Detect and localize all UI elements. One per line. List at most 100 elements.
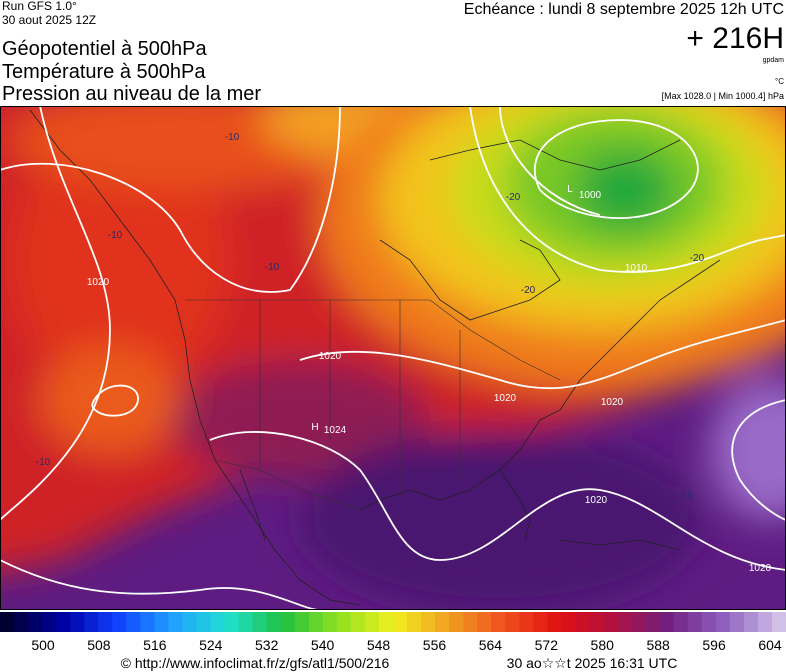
colorbar-swatch <box>477 612 492 632</box>
colorbar-swatch <box>112 612 127 632</box>
map: -10 -10 1020 -10 1020 H 1024 1020 1020 1020 -10 102… <box>0 106 786 610</box>
colorbar-swatch <box>547 612 562 632</box>
colorbar-swatch <box>743 612 759 632</box>
colorbar-swatch <box>645 612 661 632</box>
colorbar: 500 508 516 524 532 540 548 556 564 572 580 588 596 6… <box>0 612 786 653</box>
colorbar-swatch <box>322 612 338 632</box>
footer-stamp: 30 ao☆☆t 2025 16:31 UTC <box>507 655 678 671</box>
colorbar-swatch <box>407 612 422 632</box>
colorbar-tick-label: 564 <box>479 637 503 653</box>
colorbar-swatch <box>154 612 169 632</box>
contour-label: 1024 <box>324 425 347 436</box>
coastlines <box>29 109 721 606</box>
colorbar-swatch <box>56 612 71 632</box>
colorbar-swatch <box>168 612 183 632</box>
contour-label: -10 <box>679 490 694 501</box>
contour-label: 1020 <box>319 351 342 362</box>
footer-url: © http://www.infoclimat.fr/z/gfs/atl1/50… <box>121 655 390 671</box>
colorbar-swatch <box>533 612 548 632</box>
colorbar-tick-label: 572 <box>535 637 559 653</box>
pressure-range: [Max 1028.0 | Min 1000.4] hPa <box>662 91 784 101</box>
contour-label: 1020 <box>601 397 624 408</box>
contour-label: 1010 <box>625 263 648 274</box>
colorbar-swatch <box>98 612 113 632</box>
colorbar-tick-label: 556 <box>423 637 447 653</box>
colorbar-swatch <box>421 612 436 632</box>
colorbar-swatch <box>266 612 282 632</box>
colorbar-swatch <box>196 612 212 632</box>
unit-gpdam: gpdam <box>763 57 785 64</box>
colorbar-tick-label: 548 <box>367 637 391 653</box>
colorbar-tick-label: 500 <box>31 637 55 653</box>
run-label: Run GFS 1.0° <box>2 0 77 13</box>
colorbar-tick-label: 532 <box>255 637 279 653</box>
field-shading <box>0 106 786 610</box>
contour-label: -10 <box>225 132 240 143</box>
colorbar-swatch <box>659 612 675 632</box>
colorbar-swatch <box>449 612 464 632</box>
contour-label: H <box>311 422 318 433</box>
contour-label: -10 <box>108 230 123 241</box>
colorbar-swatch <box>308 612 324 632</box>
colorbar-swatch <box>280 612 296 632</box>
colorbar-swatch <box>561 612 576 632</box>
colorbar-swatch <box>589 612 605 632</box>
colorbar-swatch <box>350 612 366 632</box>
contour-label: 1020 <box>87 277 110 288</box>
lead-time: + 216H <box>686 22 784 55</box>
colorbar-swatch <box>505 612 520 632</box>
colorbar-swatch <box>435 612 450 632</box>
contour-label: 1000 <box>579 190 602 201</box>
colorbar-swatch <box>252 612 268 632</box>
contour-label: 1020 <box>494 393 517 404</box>
contours <box>0 106 786 610</box>
colorbar-tick-label: 596 <box>702 637 726 653</box>
contour-label: 1020 <box>585 495 608 506</box>
borders <box>185 299 561 511</box>
colorbar-swatch <box>210 612 226 632</box>
colorbar-tick-label: 588 <box>646 637 670 653</box>
colorbar-swatch <box>757 612 773 632</box>
colorbar-swatch <box>687 612 703 632</box>
colorbar-swatch <box>715 612 731 632</box>
colorbar-swatch <box>140 612 155 632</box>
contour-label: -10 <box>265 262 280 273</box>
colorbar-swatch <box>14 612 29 632</box>
colorbar-swatch <box>603 612 619 632</box>
colorbar-swatch <box>463 612 478 632</box>
colorbar-swatch <box>42 612 57 632</box>
colorbar-swatch <box>729 612 745 632</box>
colorbar-tick-label: 516 <box>143 637 167 653</box>
field-title: Température à 500hPa <box>2 61 206 83</box>
contour-label: -20 <box>521 285 536 296</box>
colorbar-swatch <box>336 612 352 632</box>
colorbar-tick-label: 540 <box>311 637 335 653</box>
echeance: Echéance : lundi 8 septembre 2025 12h UT… <box>464 1 784 18</box>
colorbar-tick-label: 580 <box>591 637 615 653</box>
field-title: Pression au niveau de la mer <box>2 83 261 105</box>
colorbar-swatch <box>491 612 506 632</box>
colorbar-swatch <box>182 612 197 632</box>
colorbar-tick-label: 508 <box>87 637 111 653</box>
contour-label: -20 <box>506 192 521 203</box>
colorbar-swatch <box>631 612 647 632</box>
colorbar-tick-label: 524 <box>199 637 223 653</box>
colorbar-swatch <box>238 612 254 632</box>
field-title: Géopotentiel à 500hPa <box>2 38 207 60</box>
contour-label: -10 <box>36 457 51 468</box>
map-labels: -10 -10 1020 -10 1020 H 1024 1020 1020 1020 -10 102… <box>36 132 772 574</box>
colorbar-swatch <box>224 612 240 632</box>
colorbar-swatch <box>617 612 633 632</box>
colorbar-swatch <box>771 612 786 632</box>
colorbar-swatch <box>126 612 141 632</box>
colorbar-swatch <box>364 612 380 632</box>
colorbar-swatch <box>378 612 394 632</box>
colorbar-swatch <box>393 612 408 632</box>
contour-label: -20 <box>690 253 705 264</box>
contour-label: L <box>567 184 573 195</box>
colorbar-swatch <box>701 612 717 632</box>
unit-celsius: °C <box>775 77 784 86</box>
colorbar-swatch <box>519 612 534 632</box>
